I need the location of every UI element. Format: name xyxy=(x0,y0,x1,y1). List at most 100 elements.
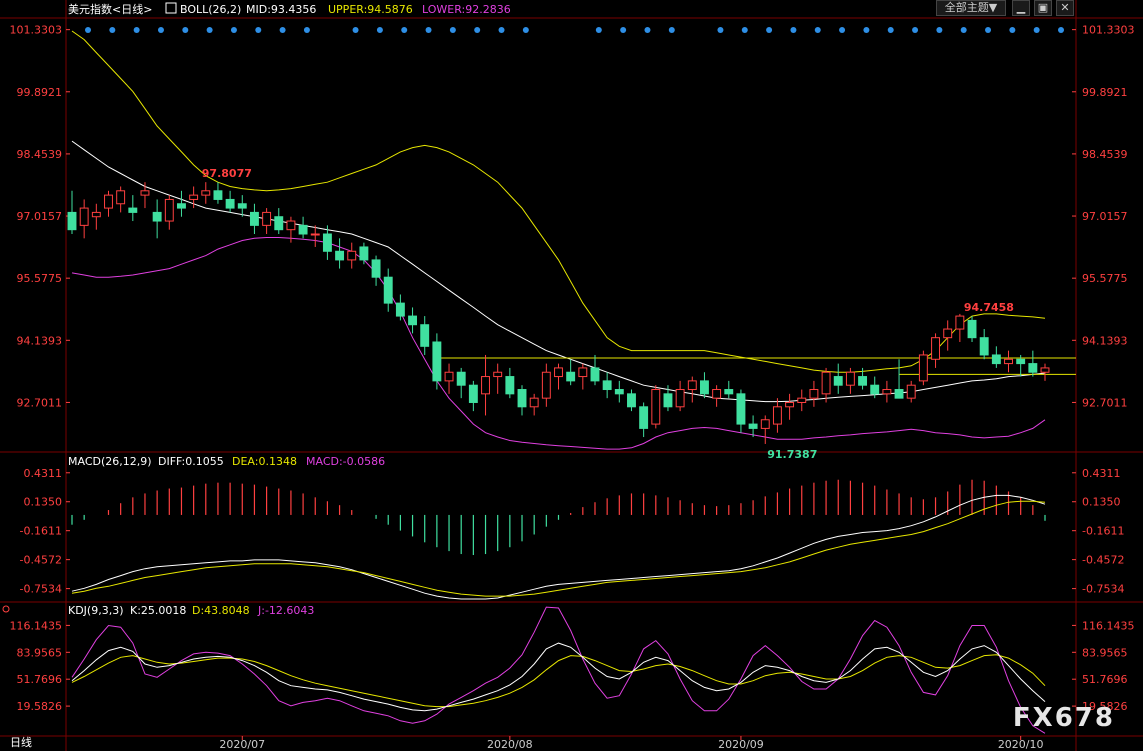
price-tick-label-right: 98.4539 xyxy=(1082,148,1128,161)
candle-body xyxy=(140,190,150,196)
kdj-k-line xyxy=(71,642,1046,712)
candle-body xyxy=(201,190,211,196)
signal-dot xyxy=(912,27,919,33)
candle-body xyxy=(931,337,940,360)
candle-body xyxy=(322,233,332,252)
boll-toggle-icon[interactable] xyxy=(165,2,177,14)
boll-upper-line xyxy=(71,30,1046,373)
signal-dot xyxy=(1058,27,1064,33)
macd-tick-label-left: -0.1611 xyxy=(20,525,62,538)
macd-tick-label-left: -0.4572 xyxy=(20,554,62,567)
candle-body xyxy=(517,389,527,408)
candle-body xyxy=(286,220,296,231)
signal-dot xyxy=(255,27,262,33)
candle-body xyxy=(675,389,685,408)
macd-tick-label-right: -0.7534 xyxy=(1082,583,1124,596)
candle-body xyxy=(177,203,186,209)
candle-body xyxy=(554,367,563,378)
signal-dot xyxy=(717,27,724,33)
signal-dot xyxy=(206,27,213,33)
candle-body xyxy=(785,401,795,408)
boll-label: BOLL(26,2) xyxy=(180,3,241,16)
signal-dot xyxy=(182,27,189,33)
candle-body xyxy=(505,376,515,395)
candle-body xyxy=(566,371,576,382)
signal-dot xyxy=(401,27,408,33)
macd-tick-label-right: -0.1611 xyxy=(1082,525,1124,538)
signal-dot xyxy=(839,27,846,33)
price-tick-label-left: 95.5775 xyxy=(17,272,63,285)
candle-body xyxy=(395,302,405,317)
signal-dot xyxy=(498,27,505,33)
axis-labels: 101.3303 101.3303 99.8921 99.8921 98.4539 98.… xyxy=(10,24,1135,751)
candle-body xyxy=(760,419,770,429)
candle-body xyxy=(797,397,807,403)
restore-icon[interactable]: ▣ xyxy=(1034,0,1052,16)
signal-dot xyxy=(109,27,116,33)
signal-dot xyxy=(790,27,797,33)
candle-body xyxy=(955,315,965,330)
signal-dot xyxy=(936,27,943,33)
kdj-settings-icon[interactable] xyxy=(2,605,10,613)
candle-body xyxy=(870,384,880,395)
candle-body xyxy=(906,384,916,399)
candle-body xyxy=(298,224,308,235)
candle-body xyxy=(858,376,868,386)
price-tick-label-right: 94.1393 xyxy=(1082,334,1128,347)
date-label: 2020/09 xyxy=(718,738,764,751)
candle-body xyxy=(359,246,369,261)
candle-body xyxy=(79,207,89,226)
period-label[interactable]: 日线 xyxy=(10,735,32,749)
candle-body xyxy=(614,389,624,395)
signal-dot xyxy=(887,27,894,33)
candle-body xyxy=(882,389,892,395)
candle-body xyxy=(627,393,636,408)
candle-body xyxy=(493,371,503,378)
price-tick-label-left: 92.7011 xyxy=(17,396,63,409)
boll-mid-value: MID:93.4356 xyxy=(246,3,316,16)
macd-tick-label-left: -0.7534 xyxy=(20,583,62,596)
minimize-icon[interactable]: ▁ xyxy=(1012,0,1030,16)
macd-tick-label-right: 0.1350 xyxy=(1082,496,1121,509)
candle-body xyxy=(335,250,345,261)
price-tick-label-left: 98.4539 xyxy=(17,148,63,161)
recent-high-annotation: 94.7458 xyxy=(964,301,1014,314)
candle-body xyxy=(991,354,1001,365)
candle-body xyxy=(529,397,539,408)
signal-dot xyxy=(863,27,870,33)
signal-dot xyxy=(644,27,651,33)
candle-body xyxy=(371,259,381,278)
signal-dot xyxy=(960,27,967,33)
candle-body xyxy=(262,211,272,226)
candle-body xyxy=(432,341,442,382)
signal-dot xyxy=(985,27,992,33)
candle-body xyxy=(274,216,284,231)
candle-body xyxy=(420,324,430,347)
theme-select-button[interactable]: 全部主题▼ xyxy=(936,0,1006,16)
candle-body xyxy=(541,371,551,399)
price-tick-label-right: 97.0157 xyxy=(1082,210,1128,223)
kdj-tick-label-right: 51.7696 xyxy=(1082,673,1128,686)
signal-dot xyxy=(620,27,627,33)
signal-dot xyxy=(230,27,237,33)
macd-dea-line xyxy=(71,500,1046,597)
macd-hist-value: MACD:-0.0586 xyxy=(306,455,385,468)
candle-body xyxy=(347,250,357,261)
candle-body xyxy=(979,337,989,356)
candle-body xyxy=(128,207,138,213)
boll-lower-value: LOWER:92.2836 xyxy=(422,3,511,16)
signal-dot xyxy=(474,27,481,33)
high-annotation: 97.8077 xyxy=(202,167,252,180)
kdj-j-line xyxy=(71,606,1046,734)
signal-dot xyxy=(425,27,432,33)
signal-dot xyxy=(1009,27,1016,33)
candle-body xyxy=(712,389,722,399)
close-icon[interactable]: ✕ xyxy=(1056,0,1074,16)
candle-body xyxy=(724,389,734,395)
candle-body xyxy=(845,371,855,386)
candle-body xyxy=(152,211,162,222)
candle-body xyxy=(602,380,612,391)
price-tick-label-right: 92.7011 xyxy=(1082,396,1128,409)
candle-body xyxy=(748,423,758,429)
